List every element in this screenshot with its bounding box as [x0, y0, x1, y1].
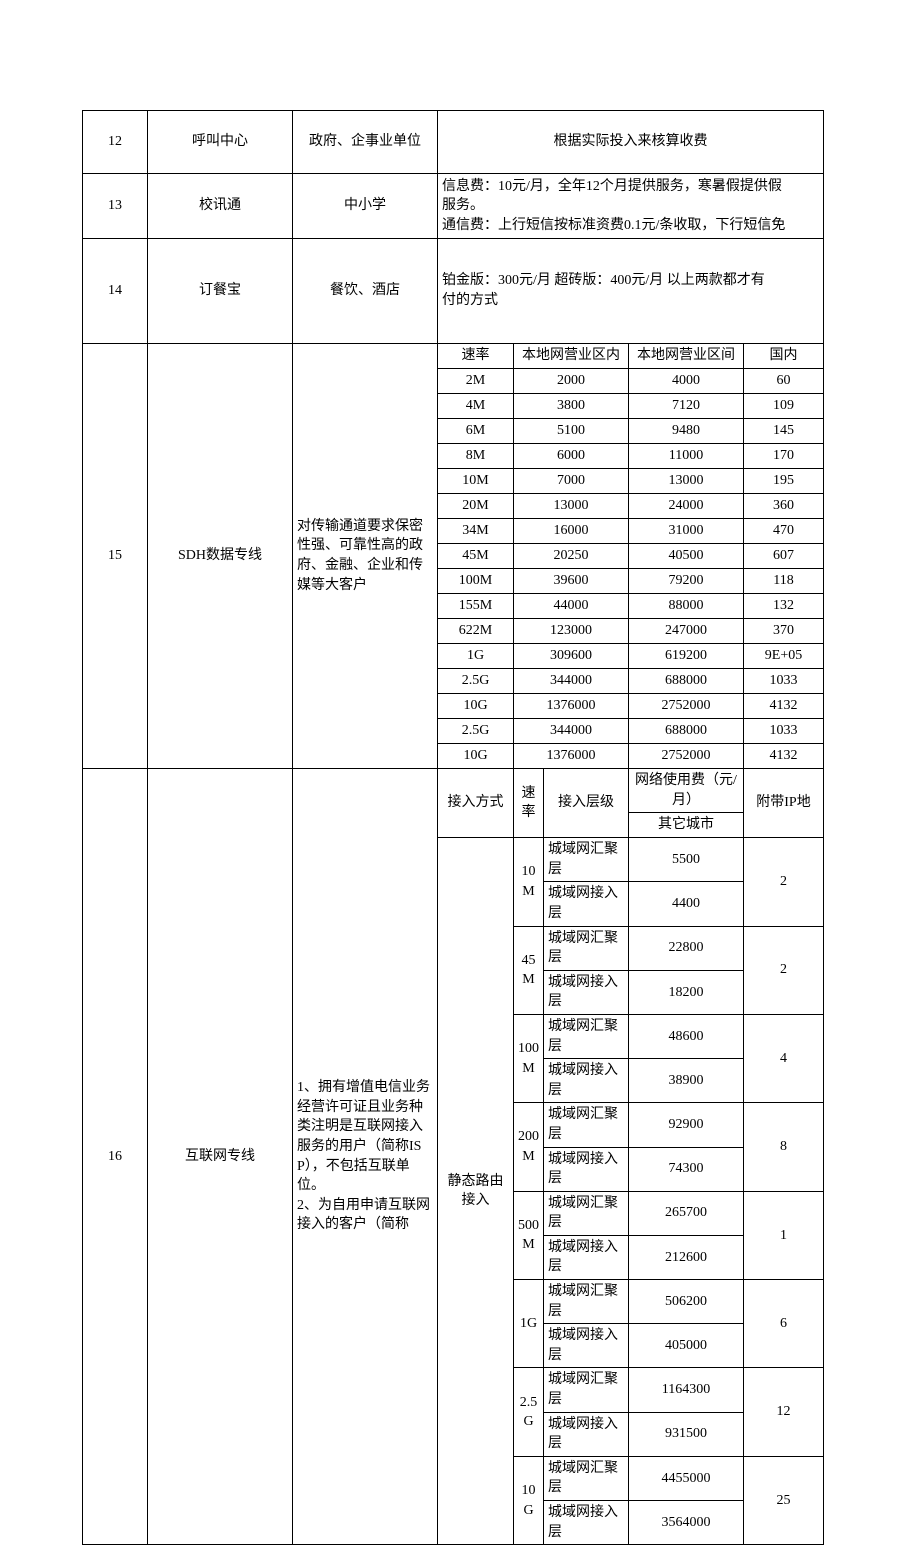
cell-idx: 14 [83, 239, 148, 344]
cell-target: 中小学 [293, 174, 438, 239]
sdh-col-rate: 速率 [438, 344, 514, 369]
cell-target: 1、拥有增值电信业务经营许可证且业务种类注明是互联网接入服务的用户（简称ISP）… [293, 769, 438, 1545]
cell-name: 校讯通 [148, 174, 293, 239]
cell-name: 呼叫中心 [148, 111, 293, 174]
cell-desc: 铂金版：300元/月 超砖版：400元/月 以上两款都才有付的方式 [438, 239, 824, 344]
cell-idx: 16 [83, 769, 148, 1545]
net-col-access: 接入方式 [438, 769, 514, 838]
sdh-col-between: 本地网营业区间 [629, 344, 744, 369]
net-col-level: 接入层级 [544, 769, 629, 838]
cell-name: 订餐宝 [148, 239, 293, 344]
net-col-rate: 速率 [514, 769, 544, 838]
net-col-extra: 附带IP地 [744, 769, 824, 838]
cell-target: 对传输通道要求保密性强、可靠性高的政府、金融、企业和传媒等大客户 [293, 344, 438, 769]
cell-idx: 12 [83, 111, 148, 174]
cell-target: 政府、企事业单位 [293, 111, 438, 174]
pricing-table: 12 呼叫中心 政府、企事业单位 根据实际投入来核算收费 13 校讯通 中小学 … [82, 110, 824, 1545]
cell-name: 互联网专线 [148, 769, 293, 1545]
sdh-col-in: 本地网营业区内 [514, 344, 629, 369]
table-row: 13 校讯通 中小学 信息费：10元/月，全年12个月提供服务，寒暑假提供假服务… [83, 174, 824, 239]
sdh-header-row: 15 SDH数据专线 对传输通道要求保密性强、可靠性高的政府、金融、企业和传媒等… [83, 344, 824, 369]
sdh-col-domestic: 国内 [744, 344, 824, 369]
net-col-fee-sub: 其它城市 [629, 813, 744, 838]
table-row: 14 订餐宝 餐饮、酒店 铂金版：300元/月 超砖版：400元/月 以上两款都… [83, 239, 824, 344]
cell-desc: 根据实际投入来核算收费 [438, 111, 824, 174]
cell-idx: 15 [83, 344, 148, 769]
cell-idx: 13 [83, 174, 148, 239]
cell-name: SDH数据专线 [148, 344, 293, 769]
net-col-fee: 网络使用费（元/月） [629, 769, 744, 813]
cell-desc: 信息费：10元/月，全年12个月提供服务，寒暑假提供假服务。通信费：上行短信按标… [438, 174, 824, 239]
net-access-label: 静态路由接入 [438, 838, 514, 1545]
table-row: 12 呼叫中心 政府、企事业单位 根据实际投入来核算收费 [83, 111, 824, 174]
cell-target: 餐饮、酒店 [293, 239, 438, 344]
